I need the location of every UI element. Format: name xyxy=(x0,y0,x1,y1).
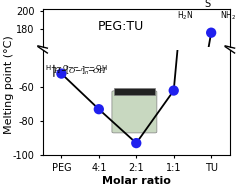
Text: S: S xyxy=(204,0,210,9)
Text: Melting point (°C): Melting point (°C) xyxy=(5,36,14,134)
FancyBboxPatch shape xyxy=(112,91,157,133)
Point xyxy=(134,142,138,145)
Point xyxy=(172,89,176,92)
Text: NH$_2$: NH$_2$ xyxy=(220,10,236,22)
Point xyxy=(97,108,101,111)
Bar xyxy=(114,88,155,95)
X-axis label: Molar ratio: Molar ratio xyxy=(102,176,171,186)
Text: H$\!-\!\![$O$\!-\!]_n\!\!-\!\!$OH: H$\!-\!\![$O$\!-\!]_n\!\!-\!\!$OH xyxy=(53,65,107,77)
Point xyxy=(59,72,63,75)
Text: PEG:TU: PEG:TU xyxy=(98,20,144,33)
Text: H$-\!\!-$O$-\!\!-$$_n$$-\!\!-$OH: H$-\!\!-$O$-\!\!-$$_n$$-\!\!-$OH xyxy=(45,64,108,74)
Point xyxy=(209,31,213,34)
Text: H$_2$N: H$_2$N xyxy=(177,10,193,22)
